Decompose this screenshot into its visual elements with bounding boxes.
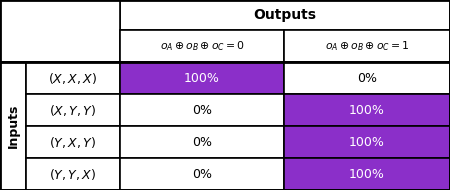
- Text: $(Y,X,Y)$: $(Y,X,Y)$: [50, 135, 97, 150]
- Text: Outputs: Outputs: [253, 8, 316, 22]
- Bar: [0, 62, 26, 190]
- Bar: [284, 62, 450, 94]
- Bar: [120, 0, 450, 30]
- Bar: [284, 94, 450, 126]
- Bar: [120, 126, 284, 158]
- Text: $o_A \oplus o_B \oplus o_C = 1$: $o_A \oplus o_B \oplus o_C = 1$: [325, 39, 410, 53]
- Text: $(Y,Y,X)$: $(Y,Y,X)$: [50, 166, 97, 181]
- Bar: [120, 94, 284, 126]
- Text: 100%: 100%: [184, 71, 220, 85]
- Text: 0%: 0%: [192, 168, 212, 180]
- Bar: [284, 158, 450, 190]
- Bar: [26, 158, 120, 190]
- Text: $(X,X,X)$: $(X,X,X)$: [49, 70, 98, 86]
- Bar: [284, 126, 450, 158]
- Bar: [284, 30, 450, 62]
- Bar: [120, 62, 284, 94]
- Text: 100%: 100%: [349, 104, 385, 116]
- Bar: [120, 158, 284, 190]
- Text: 100%: 100%: [349, 168, 385, 180]
- Bar: [120, 30, 284, 62]
- Text: 0%: 0%: [192, 135, 212, 149]
- Text: 0%: 0%: [192, 104, 212, 116]
- Text: 0%: 0%: [357, 71, 377, 85]
- Text: $o_A \oplus o_B \oplus o_C = 0$: $o_A \oplus o_B \oplus o_C = 0$: [160, 39, 244, 53]
- Text: $(X,Y,Y)$: $(X,Y,Y)$: [50, 102, 97, 117]
- Bar: [26, 126, 120, 158]
- Bar: [0, 0, 120, 62]
- Text: 100%: 100%: [349, 135, 385, 149]
- Bar: [26, 62, 120, 94]
- Text: Inputs: Inputs: [6, 104, 19, 148]
- Bar: [26, 94, 120, 126]
